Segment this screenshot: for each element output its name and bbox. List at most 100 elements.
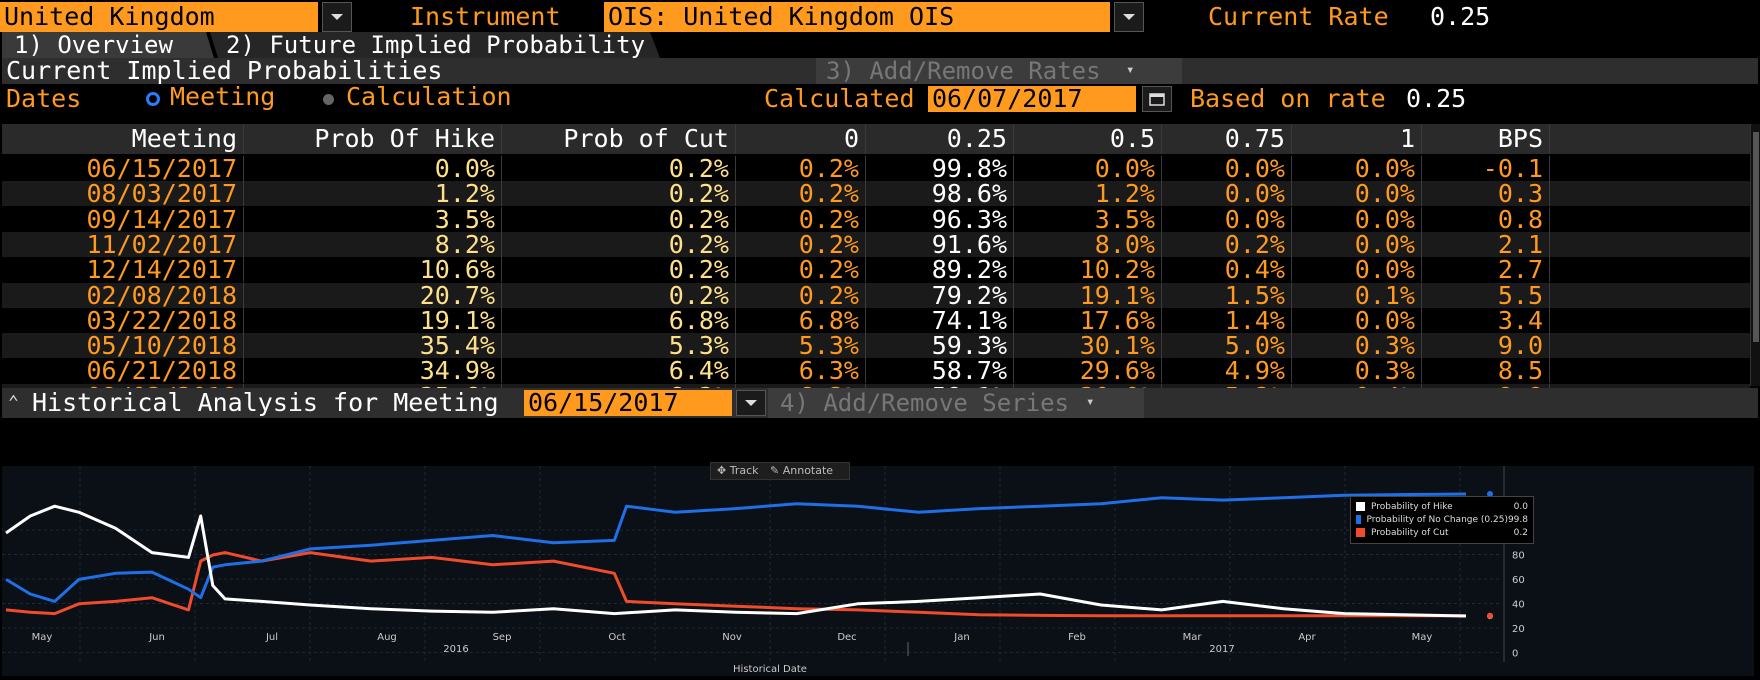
cell-rate-0-5: 19.1% [1014, 282, 1162, 308]
column-header-rate-0[interactable]: 0 [736, 124, 866, 154]
tab-overview[interactable]: 1) Overview [14, 31, 173, 59]
probabilities-title: Current Implied Probabilities [6, 56, 443, 85]
cell-rate-0-75: 1.4% [1162, 307, 1292, 333]
table-row[interactable]: 06/21/2018 34.9% 6.4% 6.3% 58.7% 29.6% 4.9% 0.3… [2, 358, 1750, 384]
meeting-date-input[interactable]: 06/15/2017 [524, 390, 732, 416]
cell-rate-0: 6.8% [736, 307, 866, 333]
calendar-icon [1149, 93, 1165, 106]
table-scrollbar[interactable] [1750, 124, 1760, 386]
historical-title: Historical Analysis for Meeting [32, 388, 499, 417]
calendar-button[interactable] [1142, 86, 1172, 112]
top-bar: United Kingdom Instrument OIS: United Ki… [0, 0, 1760, 34]
table-row[interactable]: 06/15/2017 0.0% 0.2% 0.2% 99.8% 0.0% 0.0% 0.0% -… [2, 156, 1750, 181]
y-tick-label: 40 [1512, 599, 1525, 610]
scrollbar-thumb[interactable] [1753, 132, 1759, 342]
x-tick-label: Sep [493, 632, 512, 643]
x-tick-label: Jun [148, 632, 165, 643]
calculated-date-input[interactable]: 06/07/2017 [928, 86, 1136, 112]
add-remove-rates-label: 3) Add/Remove Rates [826, 57, 1101, 85]
column-header-rate-1[interactable]: 1 [1292, 124, 1422, 154]
x-tick-label: Nov [722, 632, 742, 643]
meeting-date-dropdown[interactable] [736, 390, 766, 416]
instrument-dropdown-button[interactable] [1114, 2, 1144, 32]
column-header-rate-0-75[interactable]: 0.75 [1162, 124, 1292, 154]
table-header-row: Meeting Prob Of Hike Prob of Cut 0 0.25 0.5 0.… [2, 124, 1750, 154]
cell-prob-cut: 0.2% [502, 231, 736, 257]
y-tick-label: 60 [1512, 575, 1525, 586]
table-row[interactable]: 12/14/2017 10.6% 0.2% 0.2% 89.2% 10.2% 0.4% 0.0… [2, 257, 1750, 283]
country-select[interactable]: United Kingdom [0, 2, 318, 32]
cell-meeting: 03/22/2018 [2, 307, 244, 333]
calculation-radio[interactable] [323, 94, 334, 105]
table-row[interactable]: 11/02/2017 8.2% 0.2% 0.2% 91.6% 8.0% 0.2% 0.0% 2… [2, 231, 1750, 257]
cell-rate-0-5: 0.0% [1014, 156, 1162, 181]
series-line-hike [5, 504, 1467, 618]
cell-rate-0-25: 89.2% [866, 257, 1014, 283]
cell-rate-0-75: 4.9% [1162, 358, 1292, 384]
cell-prob-hike: 20.7% [244, 282, 502, 308]
track-icon[interactable]: ✥ [717, 464, 727, 477]
country-dropdown-button[interactable] [322, 2, 352, 32]
cell-prob-cut: 6.8% [502, 307, 736, 333]
cell-prob-cut: 0.2% [502, 282, 736, 308]
cell-rate-0-5: 10.2% [1014, 257, 1162, 283]
cell-prob-hike: 0.0% [244, 156, 502, 181]
cell-rate-0-75: 0.4% [1162, 257, 1292, 283]
x-tick-label: Aug [377, 632, 397, 643]
cell-bps: 5.5 [1422, 282, 1550, 308]
column-header-rate-0-25[interactable]: 0.25 [866, 124, 1014, 154]
instrument-label: Instrument [410, 2, 561, 31]
year-label: 2017 [1209, 644, 1234, 655]
add-remove-rates-button[interactable]: 3) Add/Remove Rates ▾ [816, 57, 1182, 85]
table-row[interactable]: 08/03/2017 1.2% 0.2% 0.2% 98.6% 1.2% 0.0% 0.0% 0… [2, 181, 1750, 207]
annotate-button[interactable]: Annotate [782, 464, 834, 477]
cell-prob-cut: 5.3% [502, 333, 736, 359]
meeting-option-label[interactable]: Meeting [170, 82, 276, 111]
cell-rate-1: 0.0% [1292, 231, 1422, 257]
cell-rate-0: 0.2% [736, 181, 866, 207]
probabilities-header: Current Implied Probabilities 3) Add/Rem… [2, 56, 1758, 85]
cell-meeting: 06/21/2018 [2, 358, 244, 384]
cell-rate-0-75: 0.2% [1162, 231, 1292, 257]
column-header-meeting[interactable]: Meeting [2, 124, 244, 154]
cell-meeting: 09/14/2017 [2, 206, 244, 232]
cell-rate-0-25: 96.3% [866, 206, 1014, 232]
dates-label: Dates [6, 84, 82, 113]
track-button[interactable]: Track [729, 464, 759, 477]
x-tick-label: Feb [1068, 632, 1086, 643]
column-header-rate-0-5[interactable]: 0.5 [1014, 124, 1162, 154]
column-header-prob-hike[interactable]: Prob Of Hike [244, 124, 502, 154]
cell-prob-hike: 3.5% [244, 206, 502, 232]
x-tick-label: Dec [837, 632, 856, 643]
table-row[interactable]: 03/22/2018 19.1% 6.8% 6.8% 74.1% 17.6% 1.4% 0.0… [2, 307, 1750, 333]
tab-future-implied-probability[interactable]: 2) Future Implied Probability [226, 31, 646, 59]
cell-prob-cut: 0.2% [502, 257, 736, 283]
column-header-bps[interactable]: BPS [1422, 124, 1550, 154]
calculation-option-label[interactable]: Calculation [346, 82, 512, 111]
instrument-select[interactable]: OIS: United Kingdom OIS [604, 2, 1110, 32]
cell-rate-0-25: 91.6% [866, 231, 1014, 257]
cell-rate-0-75: 5.0% [1162, 333, 1292, 359]
cell-prob-hike: 19.1% [244, 307, 502, 333]
table-row[interactable]: 09/14/2017 3.5% 0.2% 0.2% 96.3% 3.5% 0.0% 0.0% 0… [2, 206, 1750, 232]
table-row[interactable]: 05/10/2018 35.4% 5.3% 5.3% 59.3% 30.1% 5.0% 0.3… [2, 333, 1750, 359]
cell-rate-1: 0.1% [1292, 282, 1422, 308]
cell-meeting: 02/08/2018 [2, 282, 244, 308]
cell-meeting: 08/03/2017 [2, 181, 244, 207]
cell-rate-1: 0.0% [1292, 206, 1422, 232]
legend-label: Probability of Cut [1371, 527, 1449, 538]
cell-meeting: 05/10/2018 [2, 333, 244, 359]
column-header-prob-cut[interactable]: Prob of Cut [502, 124, 736, 154]
legend-swatch [1356, 515, 1361, 524]
cell-rate-0-25: 98.6% [866, 181, 1014, 207]
annotate-icon[interactable]: ✎ [770, 464, 780, 477]
table-row[interactable]: 02/08/2018 20.7% 0.2% 0.2% 79.2% 19.1% 1.5% 0.1… [2, 282, 1750, 308]
meeting-radio[interactable] [146, 92, 160, 106]
series-end-marker [1487, 612, 1493, 619]
collapse-icon[interactable]: ⌃ [8, 392, 19, 413]
historical-chart[interactable]: 020406080100MayJunJulAugSepOctNovDecJanF… [2, 462, 1754, 676]
add-remove-series-button[interactable]: 4) Add/Remove Series ▾ [768, 388, 1144, 418]
x-tick-label: May [1412, 632, 1433, 643]
cell-rate-0: 6.3% [736, 358, 866, 384]
legend-item-no-change: Probability of No Change (0.25) 99.8 [1356, 513, 1528, 526]
